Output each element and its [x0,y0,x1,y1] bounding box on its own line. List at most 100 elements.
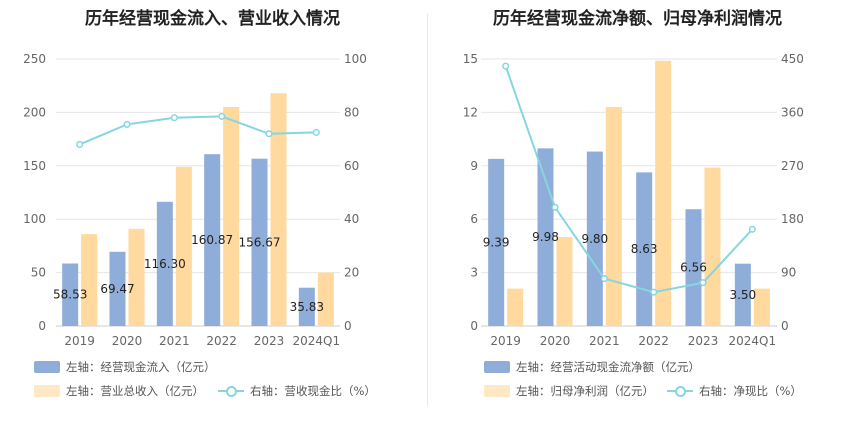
bar [655,60,672,326]
legend-swatch [34,361,60,373]
x-tick-label: 2020 [540,334,571,348]
legend-swatch [34,385,60,397]
chart-right: 0 3 6 9 12 15 0 90 180 270 360 450 2019 2020 2021 2022 2… [463,52,804,348]
bar [223,107,240,326]
legend-label: 左轴：归母净利润（亿元） [516,384,654,398]
line-point [218,112,226,120]
legend-swatch [484,361,510,373]
data-label: 69.47 [100,282,134,296]
line-point [76,140,84,148]
line-point [502,62,510,70]
y-left-tick-label: 3 [470,266,478,280]
y-right-tick-label: 60 [344,159,359,173]
y-left-tick-label: 250 [23,52,46,66]
legend-line-swatch [218,385,244,397]
y-left-tick-label: 0 [470,319,478,333]
chart-title: 历年经营现金流入、营业收入情况 [85,9,340,29]
data-label: 3.50 [729,288,756,302]
bar [175,166,192,326]
bar [734,263,751,326]
data-label: 6.56 [680,261,707,275]
bar [251,158,268,326]
y-left-tick-label: 200 [23,105,46,119]
chart-panel-right: 历年经营现金流净额、归母净利润情况 0 3 6 9 12 15 0 90 180 270 360 45… [425,0,850,437]
legend-label: 右轴：营收现金比（%） [250,384,376,398]
bar [62,263,79,326]
legend-line-swatch [667,385,693,397]
legend-swatch [484,385,510,397]
data-label: 160.87 [191,233,233,247]
y-left-tick-label: 0 [38,319,46,333]
bar [298,287,315,326]
bar [605,107,622,326]
line-point [748,225,756,233]
y-left-tick-label: 9 [470,159,478,173]
legend-item[interactable]: 左轴：经营活动现金流净额（亿元） [484,359,700,375]
x-tick-label: 2021 [589,334,620,348]
chart-left: 0 50 100 150 200 250 0 20 40 60 80 100 2019 2020 2021 2… [23,52,367,348]
y-left-tick-label: 15 [463,52,478,66]
y-right-tick-label: 20 [344,266,359,280]
y-left-tick-label: 150 [23,159,46,173]
bar [81,234,98,326]
x-tick-label: 2024Q1 [293,334,341,348]
y-left-tick-label: 6 [470,212,478,226]
bar [488,158,505,326]
y-right-tick-label: 90 [781,266,796,280]
line-point [600,274,608,283]
y-right-tick-label: 270 [781,159,804,173]
x-tick-label: 2023 [254,334,285,348]
x-tick-label: 2022 [638,334,669,348]
data-label: 9.98 [532,230,559,244]
bar [156,201,173,326]
x-tick-label: 2022 [206,334,237,348]
y-right-tick-label: 40 [344,212,359,226]
legend-item[interactable]: 右轴：营收现金比（%） [218,383,376,399]
legend-label: 左轴：经营活动现金流净额（亿元） [516,360,700,374]
legend-item[interactable]: 左轴：营业总收入（亿元） [34,383,204,399]
bar [507,288,524,326]
bar [270,93,287,327]
line-point [170,114,178,122]
legend-item[interactable]: 右轴：净现比（%） [667,383,802,399]
x-tick-label: 2020 [112,334,143,348]
y-left-tick-label: 12 [463,105,478,119]
x-tick-label: 2024Q1 [729,334,777,348]
legend-label: 右轴：净现比（%） [699,384,802,398]
bar [586,151,603,326]
line-point [699,279,707,287]
y-left-tick-label: 50 [31,266,46,280]
data-label: 116.30 [144,257,186,271]
data-label: 9.39 [483,235,510,249]
line-point [312,128,320,136]
line-point [650,288,658,296]
y-right-tick-label: 360 [781,105,804,119]
bar [317,272,334,326]
panel-divider [427,14,428,406]
data-label: 9.80 [581,232,608,246]
data-label: 35.83 [290,300,324,314]
line-point [123,120,131,128]
y-right-tick-label: 180 [781,212,804,226]
data-label: 58.53 [53,288,87,302]
bar [704,167,721,326]
x-tick-label: 2023 [688,334,719,348]
legend-label: 左轴：经营现金流入（亿元） [66,360,216,374]
legend-label: 左轴：营业总收入（亿元） [66,384,204,398]
y-right-tick-label: 100 [344,52,367,66]
line-point [551,203,559,211]
data-label: 156.67 [239,235,281,249]
y-right-tick-label: 0 [781,319,789,333]
line-point [265,130,273,138]
y-right-tick-label: 80 [344,105,359,119]
legend-item[interactable]: 左轴：归母净利润（亿元） [484,383,654,399]
legend-item[interactable]: 左轴：经营现金流入（亿元） [34,359,216,375]
chart-panel-left: 历年经营现金流入、营业收入情况 0 50 100 150 200 250 0 20 40 60 80… [23,9,376,399]
x-tick-label: 2019 [490,334,521,348]
y-right-tick-label: 0 [344,319,352,333]
y-right-tick-label: 450 [781,52,804,66]
bar [109,251,126,326]
chart-title: 历年经营现金流净额、归母净利润情况 [493,9,782,29]
x-tick-label: 2019 [64,334,95,348]
bar [204,154,221,326]
